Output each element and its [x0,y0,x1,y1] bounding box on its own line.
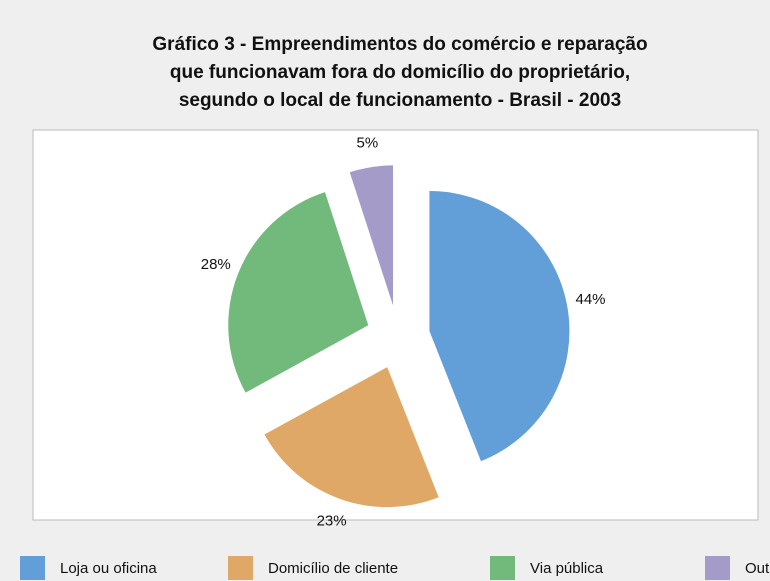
chart-title: que funcionavam fora do domicílio do pro… [170,62,630,83]
data-label: 44% [576,291,606,308]
legend-swatch [705,556,730,580]
chart-title: segundo o local de funcionamento - Brasi… [179,90,621,111]
legend-label: Outros [745,560,770,577]
data-label: 28% [201,256,231,273]
legend-swatch [228,556,253,580]
legend-label: Via pública [530,560,604,577]
pie-slice [264,367,439,508]
data-label: 5% [356,134,378,151]
pie-slice [228,192,369,393]
pie-slice [429,191,570,462]
legend-swatch [490,556,515,580]
legend-label: Loja ou oficina [60,560,157,577]
legend-label: Domicílio de cliente [268,560,398,577]
chart-title: Gráfico 3 - Empreendimentos do comércio … [152,34,647,55]
legend-swatch [20,556,45,580]
pie-slice [349,165,393,306]
data-label: 23% [317,512,347,529]
